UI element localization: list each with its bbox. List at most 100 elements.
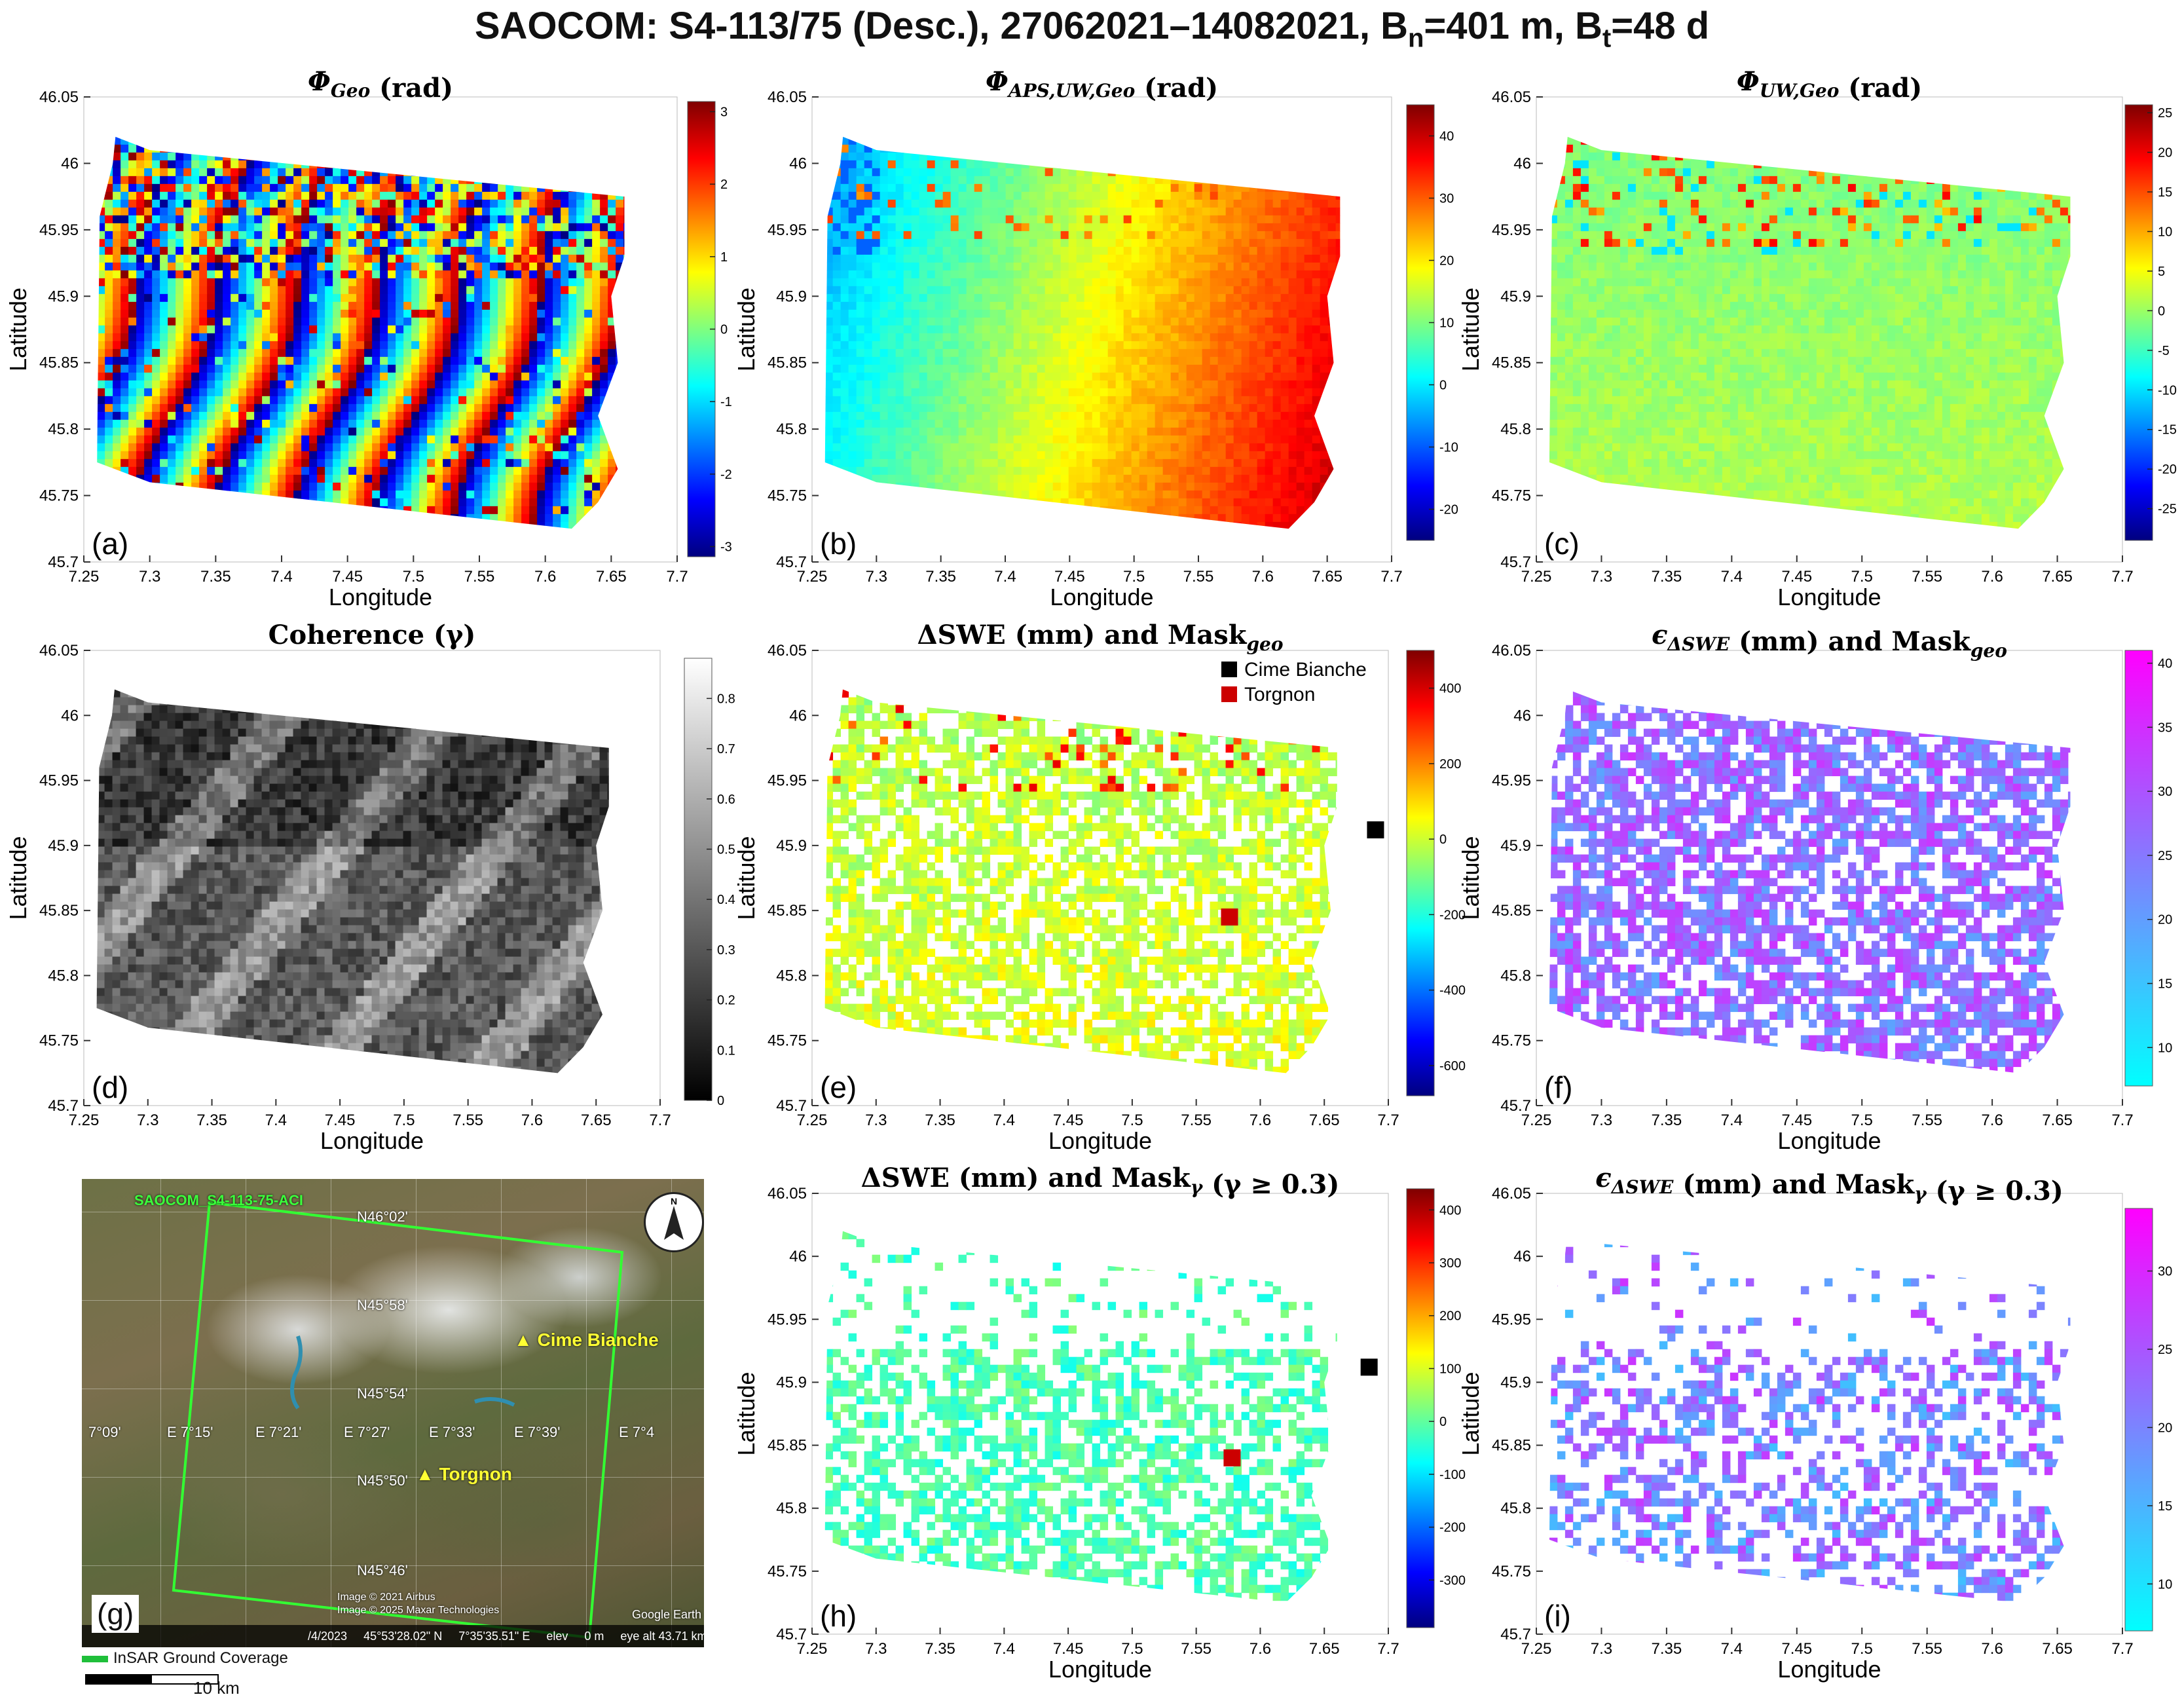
data-image-h — [824, 1231, 1337, 1603]
y-tick-label: 45.8 — [48, 420, 79, 438]
x-tick-label: 7.5 — [1851, 1640, 1873, 1658]
y-tick-label: 45.95 — [768, 1311, 807, 1328]
x-tick-label: 7.5 — [393, 1111, 415, 1129]
y-tick-label: 46 — [1513, 155, 1531, 172]
axes-box — [1536, 96, 2123, 563]
x-tick-label: 7.3 — [1591, 568, 1612, 586]
title-part: ΔSWE (mm) and Mask — [917, 620, 1247, 650]
x-tick-label: 7.4 — [994, 568, 1016, 586]
title-part: Geo — [331, 80, 370, 102]
x-tick-label: 7.65 — [596, 568, 627, 586]
colorbar-tick-label: 0 — [717, 1094, 724, 1108]
x-tick-label: 7.45 — [1781, 1111, 1812, 1129]
y-tick-label: 45.95 — [1492, 221, 1531, 239]
x-tick-label: 7.45 — [1781, 568, 1812, 586]
y-tick-label: 45.85 — [1492, 902, 1531, 920]
x-tick-label: 7.35 — [925, 1111, 955, 1129]
x-tick-label: 7.55 — [464, 568, 495, 586]
colorbar-tick-label: 10 — [2158, 1577, 2172, 1592]
marker-torgnon — [1223, 1449, 1241, 1466]
x-tick-label: 7.3 — [137, 1111, 158, 1129]
colorbar-tick-label: -25 — [2158, 502, 2177, 517]
x-tick-label: 7.65 — [2042, 1111, 2073, 1129]
colorbar — [2124, 650, 2153, 1087]
y-tick-label: 45.75 — [1492, 487, 1531, 505]
axes-box — [811, 650, 1389, 1106]
data-image-d — [96, 689, 609, 1074]
y-tick-label: 45.8 — [48, 967, 79, 984]
colorbar-tick-label: -100 — [1439, 1468, 1466, 1482]
colorbar-tick-label: 40 — [2158, 657, 2172, 671]
marker-torgnon — [1221, 908, 1238, 926]
axes-box — [811, 1193, 1389, 1635]
y-tick-label: 45.95 — [768, 221, 807, 239]
colorbar-tick-label: 100 — [1439, 1362, 1461, 1376]
lon-label-2: E 7°15' — [167, 1424, 213, 1441]
coverage-legend: InSAR Ground Coverage — [82, 1649, 288, 1668]
x-tick-label: 7.5 — [1121, 1111, 1143, 1129]
figure-title: SAOCOM: S4-113/75 (Desc.), 27062021–1408… — [0, 4, 2184, 54]
y-tick-label: 45.75 — [1492, 1032, 1531, 1050]
panel-i: 7.25 7.3 7.35 7.4 7.45 7.5 7.55 7.6 7.65 7.7 45.7 4… — [1457, 1163, 2172, 1683]
y-axis-label: Latitude — [5, 288, 31, 371]
lon-label-1: 7°09' — [88, 1424, 121, 1441]
colorbar-tick-label: 20 — [2158, 913, 2172, 927]
panel-e: 7.25 7.3 7.35 7.4 7.45 7.5 7.55 7.6 7.65 7.7 45.7 4… — [733, 620, 1466, 1154]
y-tick-label: 45.85 — [1492, 354, 1531, 372]
data-image-i — [1549, 1231, 2071, 1603]
data-image-f — [1549, 689, 2071, 1074]
x-axis-label: Longitude — [1777, 1127, 1881, 1154]
y-tick-label: 46 — [1513, 707, 1531, 724]
axes-box — [811, 96, 1392, 563]
colorbar-tick-label: 30 — [2158, 785, 2172, 799]
colorbar-tick-label: -1 — [720, 395, 732, 409]
colorbar-tick-label: -400 — [1439, 984, 1466, 998]
colorbar-tick-label: -20 — [1439, 503, 1458, 517]
colorbar-tick-label: -15 — [2158, 423, 2177, 438]
place-torgnon: ▲ Torgnon — [416, 1464, 512, 1485]
colorbar-tick-label: 200 — [1439, 757, 1461, 772]
y-tick-label: 45.7 — [776, 1097, 807, 1115]
y-tick-label: 46.05 — [1492, 88, 1531, 106]
title-part: (mm) and Mask — [1730, 626, 1971, 657]
colorbar-tick-label: -200 — [1439, 908, 1466, 922]
marker-cime-bianche — [1360, 1358, 1378, 1376]
title-part: (mm) and Mask — [1673, 1169, 1915, 1200]
x-tick-label: 7.3 — [865, 1111, 887, 1129]
y-tick-label: 45.75 — [39, 1032, 79, 1050]
colorbar-tick-label: -600 — [1439, 1059, 1466, 1074]
colorbar — [684, 658, 713, 1101]
x-tick-label: 7.7 — [2111, 1111, 2133, 1129]
x-tick-label: 7.6 — [1249, 1640, 1271, 1658]
y-tick-label: 45.7 — [1500, 1626, 1531, 1643]
x-tick-label: 7.25 — [69, 568, 100, 586]
x-tick-label: 7.35 — [1652, 568, 1682, 586]
colorbar-tick-label: 0.2 — [717, 994, 735, 1008]
y-tick-label: 45.8 — [1500, 1500, 1531, 1518]
title-part: (γ ≥ 0.3) — [1927, 1176, 2064, 1206]
lat-label-3: N45°54' — [357, 1385, 408, 1402]
x-tick-label: 7.35 — [925, 568, 956, 586]
title-part: Φ — [308, 66, 331, 97]
y-tick-label: 45.75 — [1492, 1563, 1531, 1580]
y-tick-label: 45.7 — [776, 1626, 807, 1643]
data-image-b — [824, 136, 1341, 529]
y-tick-label: 45.9 — [1500, 1373, 1531, 1391]
y-tick-label: 45.75 — [768, 1563, 807, 1580]
y-tick-label: 45.7 — [1500, 1097, 1531, 1115]
x-tick-label: 7.4 — [270, 568, 292, 586]
colorbar-tick-label: 30 — [1439, 192, 1454, 206]
x-tick-label: 7.65 — [1309, 1111, 1340, 1129]
data-image-e — [824, 689, 1337, 1074]
y-tick-label: 45.8 — [1500, 420, 1531, 438]
colorbar-tick-label: 0 — [1439, 1415, 1447, 1429]
y-tick-label: 45.75 — [768, 1032, 807, 1050]
panel-h: 7.25 7.3 7.35 7.4 7.45 7.5 7.55 7.6 7.65 7.7 45.7 4… — [733, 1163, 1466, 1683]
place-cime-bianche: ▲ Cime Bianche — [514, 1330, 659, 1351]
y-axis-label: Latitude — [733, 288, 760, 371]
panel-title: Coherence (γ) — [268, 620, 476, 650]
title-part: geo — [1971, 640, 2007, 662]
x-tick-label: 7.35 — [925, 1640, 955, 1658]
x-tick-label: 7.55 — [1912, 568, 1942, 586]
lat-label-5: N45°46' — [357, 1562, 408, 1579]
